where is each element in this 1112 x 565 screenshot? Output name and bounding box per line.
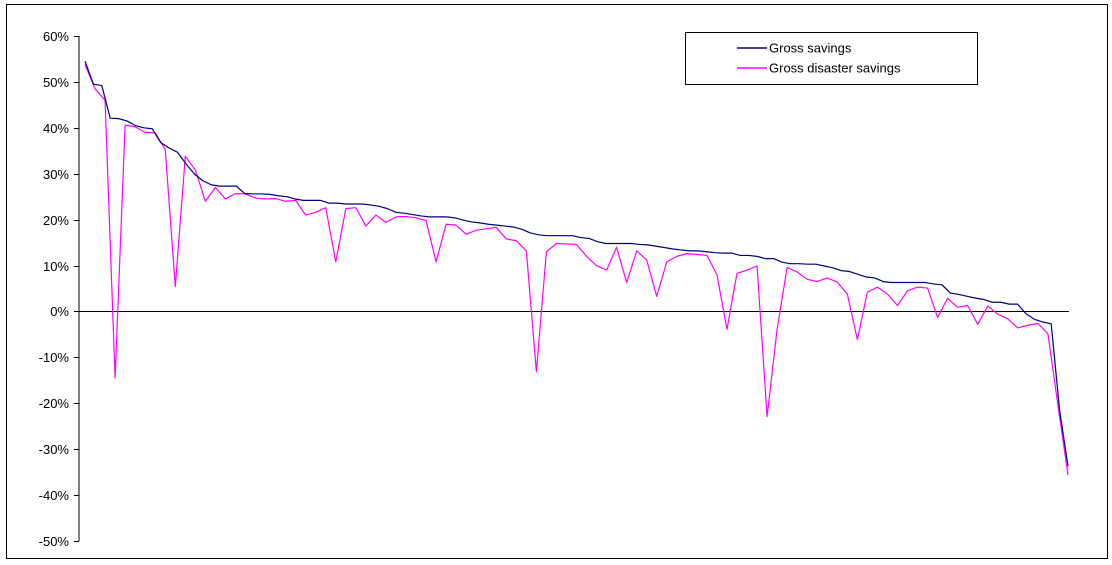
y-tick-label: 10% xyxy=(43,259,69,274)
line-chart: 60% 50% 40% 30% 20% 10% 0% -10% -20% -30% -40% -50%… xyxy=(39,29,1069,549)
legend-label: Gross savings xyxy=(769,41,852,56)
legend-label: Gross disaster savings xyxy=(769,61,901,76)
y-tick-label: 20% xyxy=(43,213,69,228)
y-tick-label: 50% xyxy=(43,75,69,90)
y-tick-label: 60% xyxy=(43,29,69,44)
chart-frame: 60% 50% 40% 30% 20% 10% 0% -10% -20% -30% -40% -50%… xyxy=(6,4,1108,559)
y-tick-label: -20% xyxy=(39,396,70,411)
series-line-gross-savings xyxy=(84,61,1069,467)
legend-box xyxy=(685,32,978,85)
y-tick-label: 30% xyxy=(43,167,69,182)
series-line-gross-disaster-savings xyxy=(84,64,1069,475)
y-tick-label: -30% xyxy=(39,442,70,457)
y-tick-label: -40% xyxy=(39,488,70,503)
axes: 60% 50% 40% 30% 20% 10% 0% -10% -20% -30% -40% -50% xyxy=(39,29,1069,549)
legend: Gross savings Gross disaster savings xyxy=(685,32,978,85)
y-tick-label: 0% xyxy=(50,304,69,319)
y-tick-label: 40% xyxy=(43,121,69,136)
series-layer xyxy=(84,61,1069,475)
y-tick-label: -50% xyxy=(39,534,70,549)
y-tick-label: -10% xyxy=(39,350,70,365)
